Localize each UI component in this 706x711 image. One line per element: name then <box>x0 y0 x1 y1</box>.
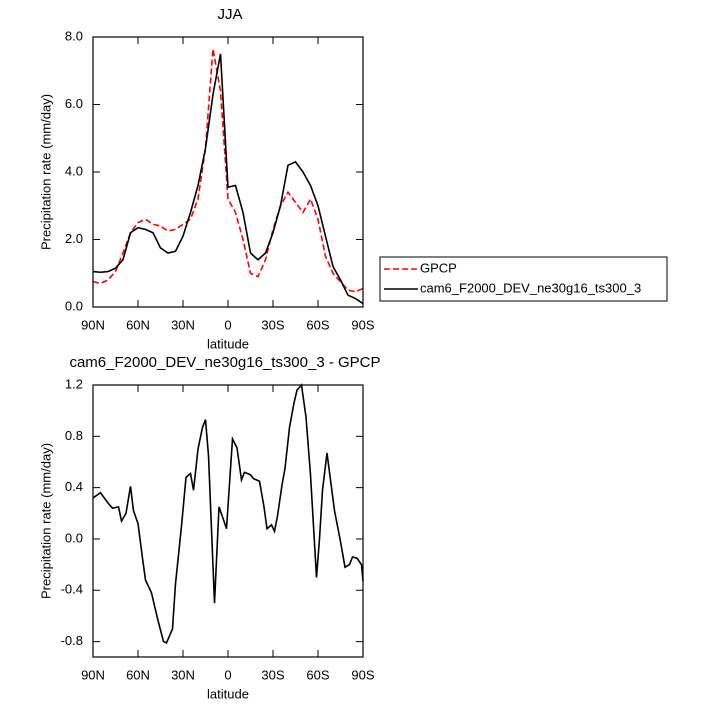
x-tick-label: 90S <box>351 317 374 332</box>
x-tick-label: 30N <box>171 317 195 332</box>
series-line <box>92 53 364 305</box>
x-tick-label: 90S <box>351 667 374 682</box>
x-tick-label: 0 <box>224 317 231 332</box>
x-tick-label: 30N <box>171 667 195 682</box>
plot-frame <box>92 36 364 308</box>
chart-title: JJA <box>217 6 242 23</box>
y-axis-label: Precipitation rate (mm/day) <box>38 443 53 599</box>
y-tick-label: 0.0 <box>65 298 83 313</box>
x-tick-label: 60N <box>126 317 150 332</box>
y-tick-label: 0.4 <box>65 479 83 494</box>
x-tick-label: 30S <box>261 667 284 682</box>
x-axis-label: latitude <box>207 686 249 701</box>
plot-frame <box>92 384 364 658</box>
y-tick-label: 1.2 <box>65 376 83 391</box>
x-tick-label: 60N <box>126 667 150 682</box>
y-axis-label: Precipitation rate (mm/day) <box>38 94 53 250</box>
legend-label: cam6_F2000_DEV_ne30g16_ts300_3 <box>420 280 641 295</box>
x-tick-label: 90N <box>81 317 105 332</box>
y-tick-label: 8.0 <box>65 28 83 43</box>
legend-label: GPCP <box>420 260 457 275</box>
x-tick-label: 90N <box>81 667 105 682</box>
y-tick-label: 2.0 <box>65 231 83 246</box>
y-tick-label: 6.0 <box>65 96 83 111</box>
chart-title: cam6_F2000_DEV_ne30g16_ts300_3 - GPCP <box>69 354 380 371</box>
x-tick-label: 60S <box>306 667 329 682</box>
legend-box <box>379 256 668 302</box>
series-line <box>92 383 364 644</box>
y-tick-label: -0.8 <box>61 633 83 648</box>
x-axis-label: latitude <box>207 336 249 351</box>
x-tick-label: 0 <box>224 667 231 682</box>
x-tick-label: 60S <box>306 317 329 332</box>
x-tick-label: 30S <box>261 317 284 332</box>
series-line <box>92 48 364 293</box>
y-tick-label: 0.0 <box>65 530 83 545</box>
y-tick-label: -0.4 <box>61 582 83 597</box>
y-tick-label: 0.8 <box>65 428 83 443</box>
y-tick-label: 4.0 <box>65 163 83 178</box>
